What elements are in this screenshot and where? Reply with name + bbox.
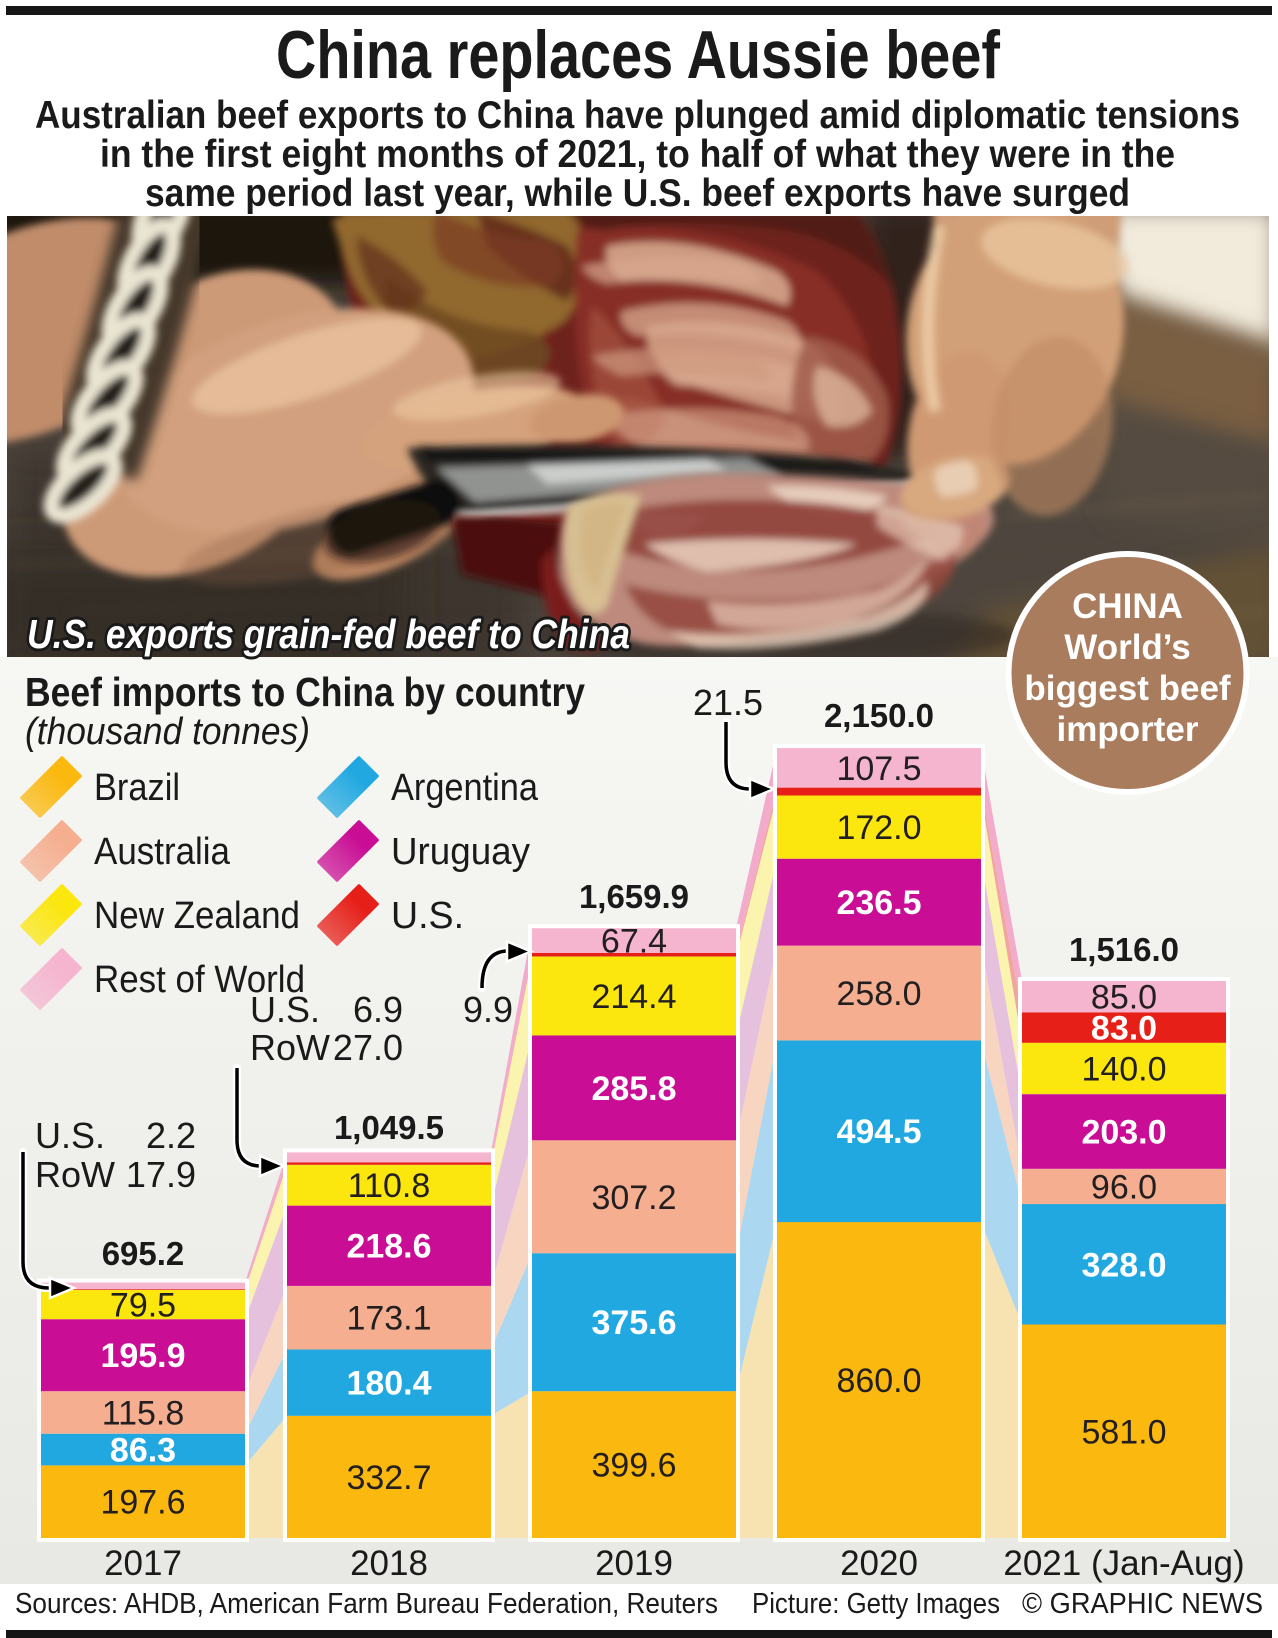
svg-text:399.6: 399.6 (591, 1447, 676, 1485)
svg-text:CHINA: CHINA (1072, 587, 1183, 626)
svg-text:83.0: 83.0 (1091, 1009, 1157, 1047)
svg-text:2.2: 2.2 (146, 1115, 196, 1156)
svg-text:86.3: 86.3 (110, 1432, 176, 1470)
svg-text:96.0: 96.0 (1091, 1168, 1157, 1206)
svg-text:2,150.0: 2,150.0 (824, 697, 934, 734)
svg-text:115.8: 115.8 (102, 1394, 185, 1432)
svg-text:17.9: 17.9 (126, 1154, 196, 1195)
svg-text:218.6: 218.6 (346, 1228, 431, 1266)
svg-text:195.9: 195.9 (100, 1337, 185, 1375)
svg-text:Brazil: Brazil (94, 767, 180, 809)
svg-text:(thousand tonnes): (thousand tonnes) (25, 711, 310, 753)
svg-text:New Zealand: New Zealand (94, 895, 300, 937)
svg-text:U.S.: U.S. (391, 895, 464, 937)
svg-text:China replaces Aussie beef: China replaces Aussie beef (276, 17, 1000, 93)
svg-text:Picture: Getty Images: Picture: Getty Images (752, 1588, 1000, 1620)
svg-text:Rest of World: Rest of World (94, 959, 305, 1001)
svg-text:World’s: World’s (1064, 628, 1190, 667)
svg-text:860.0: 860.0 (836, 1362, 921, 1400)
svg-text:258.0: 258.0 (836, 975, 921, 1013)
svg-text:1,659.9: 1,659.9 (579, 878, 689, 915)
svg-text:180.4: 180.4 (346, 1365, 431, 1403)
svg-text:236.5: 236.5 (836, 884, 921, 922)
svg-text:494.5: 494.5 (836, 1113, 921, 1151)
svg-text:2021 (Jan-Aug): 2021 (Jan-Aug) (1003, 1544, 1244, 1583)
svg-text:307.2: 307.2 (591, 1179, 676, 1217)
svg-text:biggest beef: biggest beef (1024, 669, 1230, 708)
svg-text:79.5: 79.5 (110, 1287, 176, 1325)
svg-text:Sources: AHDB, American Farm B: Sources: AHDB, American Farm Bureau Fede… (15, 1588, 718, 1620)
svg-text:6.9: 6.9 (353, 989, 403, 1030)
svg-text:172.0: 172.0 (836, 809, 921, 847)
svg-text:importer: importer (1057, 710, 1199, 749)
svg-text:328.0: 328.0 (1081, 1246, 1166, 1284)
svg-text:Australian beef exports to Chi: Australian beef exports to China have pl… (35, 94, 1240, 137)
svg-text:© GRAPHIC NEWS: © GRAPHIC NEWS (1022, 1588, 1263, 1620)
svg-text:Argentina: Argentina (391, 767, 539, 809)
svg-text:173.1: 173.1 (346, 1300, 431, 1338)
svg-text:214.4: 214.4 (591, 978, 676, 1016)
svg-text:Uruguay: Uruguay (391, 831, 530, 873)
svg-text:RoW: RoW (35, 1154, 115, 1195)
svg-text:1,516.0: 1,516.0 (1069, 931, 1179, 968)
svg-text:140.0: 140.0 (1081, 1050, 1166, 1088)
svg-text:RoW: RoW (250, 1027, 330, 1068)
svg-text:9.9: 9.9 (463, 989, 513, 1030)
svg-text:U.S. exports grain-fed beef to: U.S. exports grain-fed beef to China (27, 611, 630, 657)
svg-text:581.0: 581.0 (1081, 1413, 1166, 1451)
svg-text:107.5: 107.5 (836, 750, 921, 788)
svg-text:2019: 2019 (595, 1544, 673, 1583)
svg-text:same period last year, while U: same period last year, while U.S. beef e… (145, 172, 1130, 215)
svg-text:197.6: 197.6 (100, 1484, 185, 1522)
svg-text:285.8: 285.8 (591, 1070, 676, 1108)
svg-text:2020: 2020 (840, 1544, 918, 1583)
svg-text:U.S.: U.S. (250, 989, 320, 1030)
svg-text:375.6: 375.6 (591, 1304, 676, 1342)
svg-text:2018: 2018 (350, 1544, 428, 1583)
svg-text:Australia: Australia (94, 831, 231, 873)
svg-text:27.0: 27.0 (333, 1027, 403, 1068)
svg-text:Beef imports to China by count: Beef imports to China by country (25, 669, 585, 715)
svg-text:in the first eight months of 2: in the first eight months of 2021, to ha… (100, 133, 1175, 176)
svg-text:21.5: 21.5 (693, 682, 763, 723)
svg-text:695.2: 695.2 (102, 1235, 185, 1272)
svg-text:2017: 2017 (104, 1544, 182, 1583)
svg-text:203.0: 203.0 (1081, 1113, 1166, 1151)
svg-text:1,049.5: 1,049.5 (334, 1109, 444, 1146)
svg-text:85.0: 85.0 (1091, 979, 1157, 1017)
svg-text:110.8: 110.8 (348, 1167, 431, 1205)
svg-text:332.7: 332.7 (346, 1459, 431, 1497)
svg-text:67.4: 67.4 (601, 923, 667, 961)
svg-text:U.S.: U.S. (35, 1115, 105, 1156)
